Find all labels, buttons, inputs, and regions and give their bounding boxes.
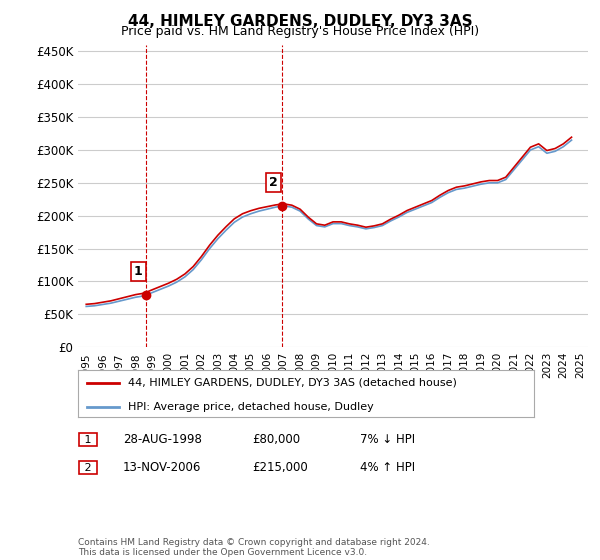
Text: 2: 2 (81, 463, 95, 473)
Text: £80,000: £80,000 (252, 433, 300, 446)
Text: Contains HM Land Registry data © Crown copyright and database right 2024.
This d: Contains HM Land Registry data © Crown c… (78, 538, 430, 557)
Text: HPI: Average price, detached house, Dudley: HPI: Average price, detached house, Dudl… (128, 402, 374, 412)
Text: 1: 1 (81, 435, 95, 445)
Text: Price paid vs. HM Land Registry's House Price Index (HPI): Price paid vs. HM Land Registry's House … (121, 25, 479, 38)
Text: 44, HIMLEY GARDENS, DUDLEY, DY3 3AS (detached house): 44, HIMLEY GARDENS, DUDLEY, DY3 3AS (det… (128, 378, 457, 388)
Text: 7% ↓ HPI: 7% ↓ HPI (360, 433, 415, 446)
Text: 2: 2 (269, 176, 278, 189)
Text: 1: 1 (134, 265, 142, 278)
Text: 28-AUG-1998: 28-AUG-1998 (123, 433, 202, 446)
Text: 4% ↑ HPI: 4% ↑ HPI (360, 461, 415, 474)
Text: £215,000: £215,000 (252, 461, 308, 474)
Text: 44, HIMLEY GARDENS, DUDLEY, DY3 3AS: 44, HIMLEY GARDENS, DUDLEY, DY3 3AS (128, 14, 472, 29)
Text: 13-NOV-2006: 13-NOV-2006 (123, 461, 202, 474)
